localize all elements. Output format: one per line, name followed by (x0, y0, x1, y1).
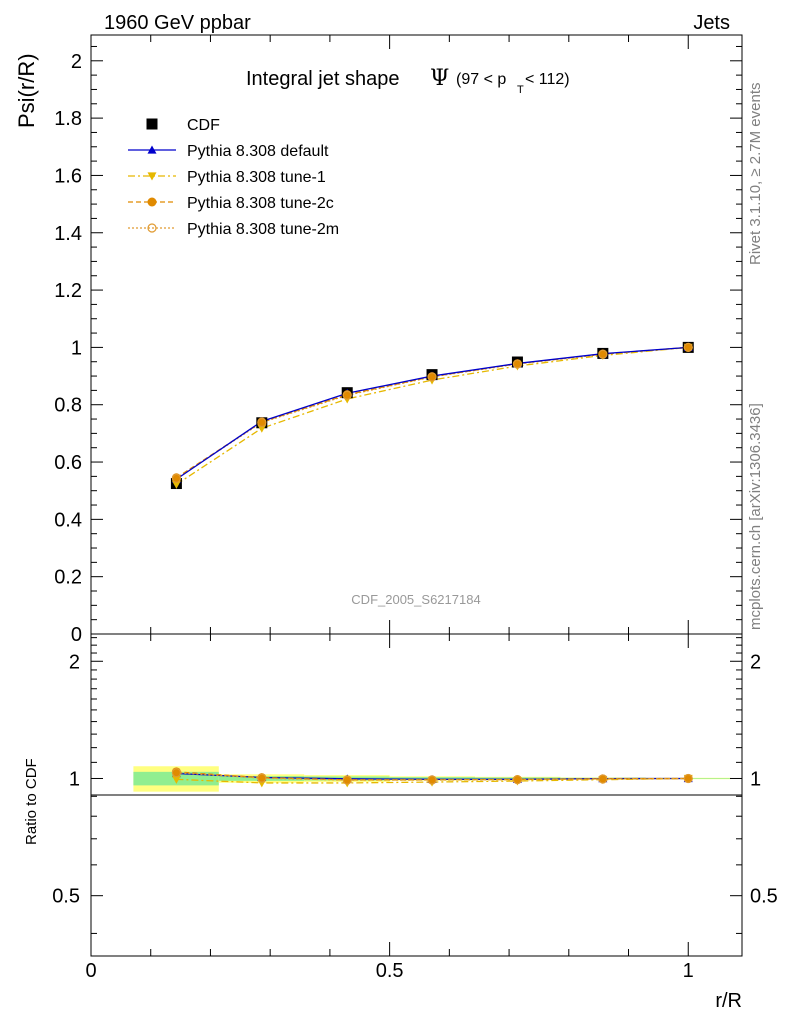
ratio-point (427, 775, 437, 785)
x-axis-label: r/R (715, 990, 742, 1012)
main-ytick-label: 0.2 (54, 567, 82, 589)
title-cut-post: < 112) (525, 71, 570, 88)
mc-point (171, 480, 181, 489)
plot-title: Integral jet shape Ψ (97 < p T < 112) (246, 66, 570, 96)
ratio-frame (90, 633, 743, 957)
header-left: 1960 GeV ppbar (104, 12, 251, 34)
header-right: Jets (693, 12, 730, 34)
main-ytick-label: 1.4 (54, 223, 82, 245)
mc-point (683, 342, 693, 352)
series-line (176, 346, 689, 485)
main-ytick-label: 1 (71, 337, 82, 359)
mc-point (257, 417, 267, 428)
ratio-ytick-label-right: 0.5 (750, 886, 778, 908)
mc-point (512, 359, 523, 369)
ratio-point (512, 774, 522, 784)
ratio-point (683, 773, 693, 784)
ratio-ytick-label-right: 2 (750, 651, 761, 673)
legend-marker (147, 223, 157, 233)
legend-label: CDF (187, 117, 220, 134)
ratio-ytick-label: 1 (69, 768, 80, 790)
title-main: Integral jet shape (246, 68, 399, 90)
legend-marker (146, 118, 158, 130)
ratio-point (342, 775, 352, 785)
x-tick-label: 1 (683, 960, 694, 982)
ratio-ytick-label: 2 (69, 651, 80, 673)
mc-point (683, 342, 693, 352)
main-ytick-labels: 0 0.2 0.4 0.6 0.8 1 1.2 1.4 1.6 1.8 2 (54, 51, 82, 646)
ratio-point (342, 775, 352, 785)
mc-point (512, 359, 522, 369)
main-ytick-label: 0 (71, 624, 82, 646)
title-cut-pre: (97 < p (456, 71, 506, 88)
main-ticks (90, 35, 742, 635)
rivet-label: Rivet 3.1.10, ≥ 2.7M events (747, 83, 764, 266)
mc-point (257, 424, 267, 433)
main-ytick-label: 2 (71, 51, 82, 73)
main-ytick-label: 0.8 (54, 395, 82, 417)
ratio-series (171, 767, 693, 788)
ratio-ytick-labels: 0.5 0.5 1 1 2 2 (52, 651, 778, 907)
ratio-point (257, 773, 267, 783)
x-tick-labels: 0 0.5 1 (85, 960, 693, 982)
main-ytick-label: 1.6 (54, 165, 82, 187)
legend-marker (147, 145, 157, 154)
ratio-point (512, 775, 523, 785)
ratio-point (427, 775, 437, 785)
title-symbol: Ψ (430, 66, 449, 91)
title-cut-sub: T (517, 84, 524, 96)
analysis-id: CDF_2005_S6217184 (351, 592, 480, 607)
mc-point (598, 349, 608, 359)
ratio-ylabel: Ratio to CDF (23, 758, 40, 845)
legend: CDF Pythia 8.308 default Pythia 8.308 tune… (128, 117, 339, 238)
mc-point (427, 372, 437, 382)
ratio-point (257, 773, 267, 783)
ratio-ytick-label: 0.5 (52, 886, 80, 908)
main-ytick-label: 0.6 (54, 452, 82, 474)
mc-point (598, 349, 608, 359)
ratio-point (171, 775, 181, 784)
legend-marker (147, 172, 157, 181)
series-line (176, 346, 689, 480)
ratio-point (171, 768, 182, 778)
ratio-point (598, 774, 608, 784)
main-series (170, 341, 694, 490)
series-line (176, 346, 689, 479)
ratio-point (683, 773, 693, 783)
main-ytick-label: 1.8 (54, 108, 82, 130)
legend-label: Pythia 8.308 tune-1 (187, 169, 326, 186)
ratio-ytick-label-right: 1 (750, 768, 761, 790)
legend-label: Pythia 8.308 tune-2m (187, 221, 339, 238)
x-tick-label: 0.5 (376, 960, 404, 982)
main-ytick-label: 1.2 (54, 280, 82, 302)
legend-marker (147, 197, 157, 207)
series-line (176, 346, 689, 479)
ratio-ticks (90, 634, 742, 956)
ratio-point (598, 774, 608, 784)
legend-label: Pythia 8.308 tune-2c (187, 195, 334, 212)
main-ylabel: Psi(r/R) (14, 53, 39, 128)
mc-point (171, 473, 182, 483)
mc-point (427, 372, 437, 382)
main-ytick-label: 0.4 (54, 509, 82, 531)
x-tick-label: 0 (85, 960, 96, 982)
main-panel: 0 0.2 0.4 0.6 0.8 1 1.2 1.4 1.6 1.8 2 Psi(r/R) Int… (14, 34, 743, 646)
legend-label: Pythia 8.308 default (187, 143, 329, 160)
ratio-panel: 0.5 0.51 12 2 0 0.5 1 Ratio to CDF r/R (23, 633, 778, 1012)
mcplots-label: mcplots.cern.ch [arXiv:1306.3436] (747, 403, 764, 630)
mc-point (342, 390, 352, 400)
